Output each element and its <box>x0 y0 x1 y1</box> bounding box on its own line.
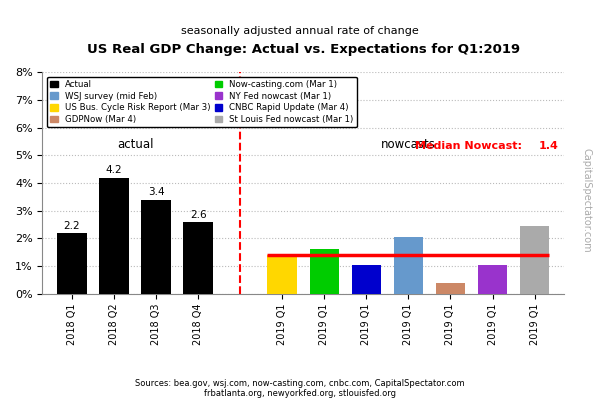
Text: 4.2: 4.2 <box>106 165 122 175</box>
Bar <box>268 255 297 294</box>
Bar <box>478 265 507 294</box>
Bar <box>57 233 86 294</box>
Bar <box>394 237 423 294</box>
Text: 2.2: 2.2 <box>64 221 80 231</box>
Text: Median Nowcast:: Median Nowcast: <box>415 141 522 151</box>
Bar <box>436 284 465 294</box>
Bar <box>520 226 549 294</box>
Text: actual: actual <box>117 138 153 151</box>
Bar <box>142 200 171 294</box>
Bar <box>352 265 381 294</box>
Text: seasonally adjusted annual rate of change: seasonally adjusted annual rate of chang… <box>181 26 419 36</box>
Text: nowcasts: nowcasts <box>381 138 436 151</box>
Bar <box>310 250 339 294</box>
Title: US Real GDP Change: Actual vs. Expectations for Q1:2019: US Real GDP Change: Actual vs. Expectati… <box>86 43 520 56</box>
Bar <box>99 178 128 294</box>
Text: Sources: bea.gov, wsj.com, now-casting.com, cnbc.com, CapitalSpectator.com
frbat: Sources: bea.gov, wsj.com, now-casting.c… <box>135 378 465 398</box>
Text: 1.4: 1.4 <box>539 141 559 151</box>
Text: 2.6: 2.6 <box>190 210 206 220</box>
Text: CapitalSpectator.com: CapitalSpectator.com <box>581 148 591 252</box>
Legend: Actual, WSJ survey (mid Feb), US Bus. Cycle Risk Report (Mar 3), GDPNow (Mar 4),: Actual, WSJ survey (mid Feb), US Bus. Cy… <box>47 77 357 127</box>
Bar <box>184 222 213 294</box>
Text: 3.4: 3.4 <box>148 188 164 198</box>
